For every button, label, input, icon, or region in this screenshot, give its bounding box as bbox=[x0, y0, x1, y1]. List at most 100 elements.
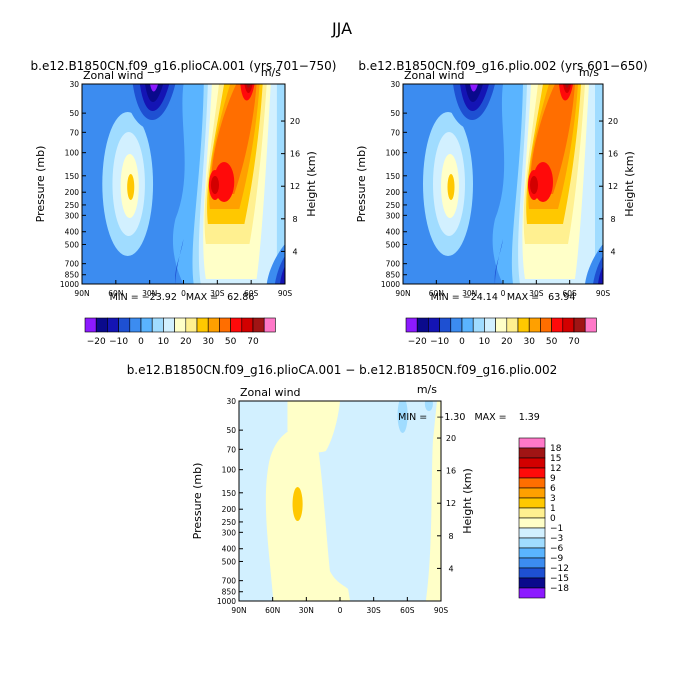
colorbar-label: −15 bbox=[550, 574, 569, 584]
colorbar-label: 1 bbox=[550, 504, 556, 514]
height-tick-label: 16 bbox=[290, 150, 300, 159]
height-tick-label: 8 bbox=[610, 215, 615, 224]
x-tick-label: 0 bbox=[501, 289, 506, 298]
colorbar-swatch bbox=[518, 497, 546, 509]
y-axis-label-right: Height (km) bbox=[305, 151, 318, 217]
contour-field bbox=[239, 401, 441, 601]
colorbar-swatch bbox=[196, 317, 209, 333]
x-tick-label: 60N bbox=[429, 289, 444, 298]
y-tick-label: 250 bbox=[65, 201, 80, 210]
colorbar-swatch bbox=[151, 317, 164, 333]
height-tick-label: 4 bbox=[610, 247, 615, 256]
colorbar-label: 15 bbox=[550, 454, 561, 464]
y-tick-label: 700 bbox=[65, 260, 80, 269]
contour-fill bbox=[82, 84, 285, 284]
colorbar-swatch bbox=[230, 317, 243, 333]
y-tick-label: 100 bbox=[65, 149, 80, 158]
y-tick-label: 400 bbox=[65, 228, 80, 237]
colorbar-swatch bbox=[518, 527, 546, 539]
colorbar-label: −10 bbox=[109, 337, 128, 347]
panel-title: b.e12.B1850CN.f09_g16.plioCA.001 (yrs 70… bbox=[31, 59, 337, 73]
colorbar-label: 0 bbox=[459, 337, 465, 347]
height-tick-label: 8 bbox=[292, 215, 297, 224]
y-tick-label: 70 bbox=[390, 128, 400, 137]
contour-field bbox=[82, 84, 285, 284]
colorbar-swatch bbox=[517, 317, 530, 333]
y-tick-label: 70 bbox=[226, 445, 236, 454]
height-tick-label: 12 bbox=[608, 182, 618, 191]
colorbar-top: −20 −10 0 10 20 30 50 70 −20 −10 0 10 20 30 50 70 bbox=[84, 317, 597, 347]
height-tick-label: 20 bbox=[290, 117, 300, 126]
colorbar-label: 30 bbox=[523, 337, 535, 347]
y-tick-label: 300 bbox=[222, 528, 237, 537]
y-tick-label: 850 bbox=[386, 271, 401, 280]
y-tick-label: 1000 bbox=[60, 280, 79, 289]
x-tick-label: 90N bbox=[395, 289, 410, 298]
y-axis-label-right: Height (km) bbox=[623, 151, 636, 217]
colorbar-swatch bbox=[129, 317, 142, 333]
colorbar-label: 18 bbox=[550, 444, 562, 454]
y-tick-label: 1000 bbox=[217, 597, 236, 606]
colorbar-label: −6 bbox=[550, 544, 564, 554]
x-tick-label: 60S bbox=[400, 606, 415, 615]
y-tick-label: 700 bbox=[222, 577, 237, 586]
y-tick-label: 100 bbox=[386, 149, 401, 158]
colorbar-label: −20 bbox=[87, 337, 106, 347]
field-label: Zonal wind bbox=[83, 69, 144, 82]
colorbar-label: 50 bbox=[225, 337, 237, 347]
colorbar-label: −1 bbox=[550, 524, 563, 534]
x-tick-label: 0 bbox=[338, 606, 343, 615]
height-tick-label: 20 bbox=[446, 434, 456, 443]
height-tick-label: 4 bbox=[448, 564, 453, 573]
colorbar-swatch bbox=[107, 317, 119, 333]
colorbar-swatch bbox=[518, 477, 546, 489]
contour-field bbox=[403, 84, 603, 284]
colorbar-label: 20 bbox=[180, 337, 192, 347]
y-tick-label: 30 bbox=[226, 397, 236, 406]
y-tick-label: 150 bbox=[65, 172, 80, 181]
x-tick-label: 90N bbox=[231, 606, 246, 615]
colorbar-swatch bbox=[405, 317, 418, 333]
y-tick-label: 250 bbox=[386, 201, 401, 210]
colorbar-swatch bbox=[573, 317, 586, 333]
colorbar-swatch bbox=[185, 317, 198, 333]
y-tick-label: 50 bbox=[69, 109, 79, 118]
y-tick-label: 500 bbox=[222, 557, 237, 566]
y-tick-label: 1000 bbox=[381, 280, 400, 289]
colorbar-swatch bbox=[518, 467, 546, 479]
colorbar-label: 20 bbox=[501, 337, 513, 347]
colorbar-swatch bbox=[416, 317, 429, 333]
field-label: Zonal wind bbox=[240, 386, 301, 399]
colorbar-swatch bbox=[484, 317, 496, 333]
y-tick-label: 200 bbox=[65, 188, 80, 197]
colorbar-label: 10 bbox=[479, 337, 491, 347]
y-tick-label: 50 bbox=[226, 426, 236, 435]
y-axis-label: Pressure (mb) bbox=[191, 463, 204, 540]
y-tick-label: 30 bbox=[390, 80, 400, 89]
x-tick-label: 30N bbox=[462, 289, 477, 298]
x-tick-label: 60N bbox=[108, 289, 123, 298]
colorbar-swatch bbox=[450, 317, 463, 333]
units-label: m/s bbox=[579, 66, 599, 79]
min-max-stats: MIN = −23.92 MAX = 62.86 bbox=[110, 292, 255, 303]
colorbar-swatch bbox=[562, 317, 575, 333]
colorbar-swatch bbox=[219, 317, 231, 333]
colorbar-label: 10 bbox=[158, 337, 170, 347]
y-tick-label: 500 bbox=[65, 240, 80, 249]
y-tick-label: 500 bbox=[386, 240, 401, 249]
y-tick-label: 70 bbox=[69, 128, 79, 137]
x-tick-label: 90N bbox=[74, 289, 89, 298]
contour-fill bbox=[403, 84, 603, 284]
colorbar-swatch bbox=[518, 577, 546, 589]
y-tick-label: 200 bbox=[222, 505, 237, 514]
colorbar-swatch bbox=[518, 517, 546, 529]
colorbar-swatch bbox=[174, 317, 187, 333]
panel-difference: Zonal wind m/s 90N 60N 30N 0 30S 60S 90S 30 50 70 10… bbox=[191, 383, 540, 615]
x-tick-label: 30N bbox=[142, 289, 157, 298]
x-tick-label: 90S bbox=[278, 289, 293, 298]
y-tick-label: 850 bbox=[65, 271, 80, 280]
colorbar-swatch bbox=[252, 317, 265, 333]
colorbar-label: 70 bbox=[247, 337, 259, 347]
